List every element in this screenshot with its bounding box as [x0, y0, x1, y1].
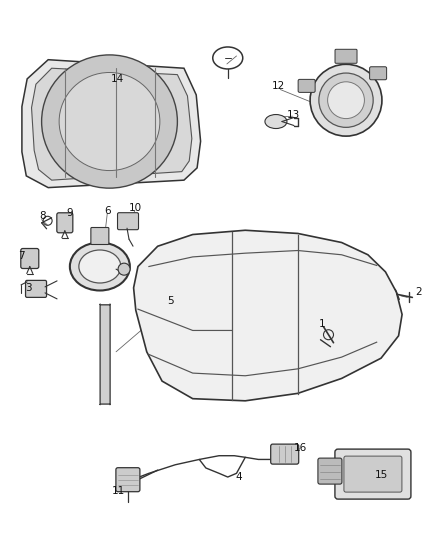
FancyBboxPatch shape [271, 444, 299, 464]
Polygon shape [22, 60, 201, 188]
Text: 11: 11 [112, 487, 125, 496]
Text: 2: 2 [415, 287, 422, 297]
FancyBboxPatch shape [91, 228, 109, 245]
FancyBboxPatch shape [116, 467, 140, 492]
Text: 3: 3 [25, 283, 32, 293]
FancyBboxPatch shape [298, 79, 315, 92]
Text: 1: 1 [318, 319, 325, 329]
Circle shape [118, 263, 130, 275]
FancyBboxPatch shape [25, 280, 46, 297]
Circle shape [310, 64, 382, 136]
Text: 14: 14 [111, 74, 124, 84]
FancyBboxPatch shape [344, 456, 402, 492]
Circle shape [328, 82, 364, 119]
Text: 15: 15 [374, 471, 388, 480]
Ellipse shape [265, 115, 287, 128]
Text: 8: 8 [39, 211, 46, 221]
Ellipse shape [42, 55, 177, 188]
FancyBboxPatch shape [100, 304, 110, 405]
Ellipse shape [70, 243, 130, 290]
FancyBboxPatch shape [21, 248, 39, 269]
Text: 13: 13 [287, 110, 300, 119]
FancyBboxPatch shape [335, 449, 411, 499]
Text: 4: 4 [235, 472, 242, 482]
FancyBboxPatch shape [318, 458, 342, 484]
Text: 6: 6 [104, 206, 111, 215]
Ellipse shape [59, 72, 160, 171]
FancyBboxPatch shape [117, 213, 138, 230]
Text: 12: 12 [272, 82, 285, 91]
FancyBboxPatch shape [370, 67, 387, 80]
Text: 10: 10 [128, 203, 141, 213]
Text: 9: 9 [66, 208, 73, 218]
Ellipse shape [79, 250, 121, 283]
Text: 5: 5 [167, 296, 174, 306]
Polygon shape [134, 230, 402, 401]
FancyBboxPatch shape [57, 213, 73, 233]
Text: 7: 7 [18, 251, 25, 261]
Text: 16: 16 [293, 443, 307, 453]
Circle shape [319, 73, 373, 127]
FancyBboxPatch shape [335, 49, 357, 63]
Polygon shape [32, 68, 192, 180]
